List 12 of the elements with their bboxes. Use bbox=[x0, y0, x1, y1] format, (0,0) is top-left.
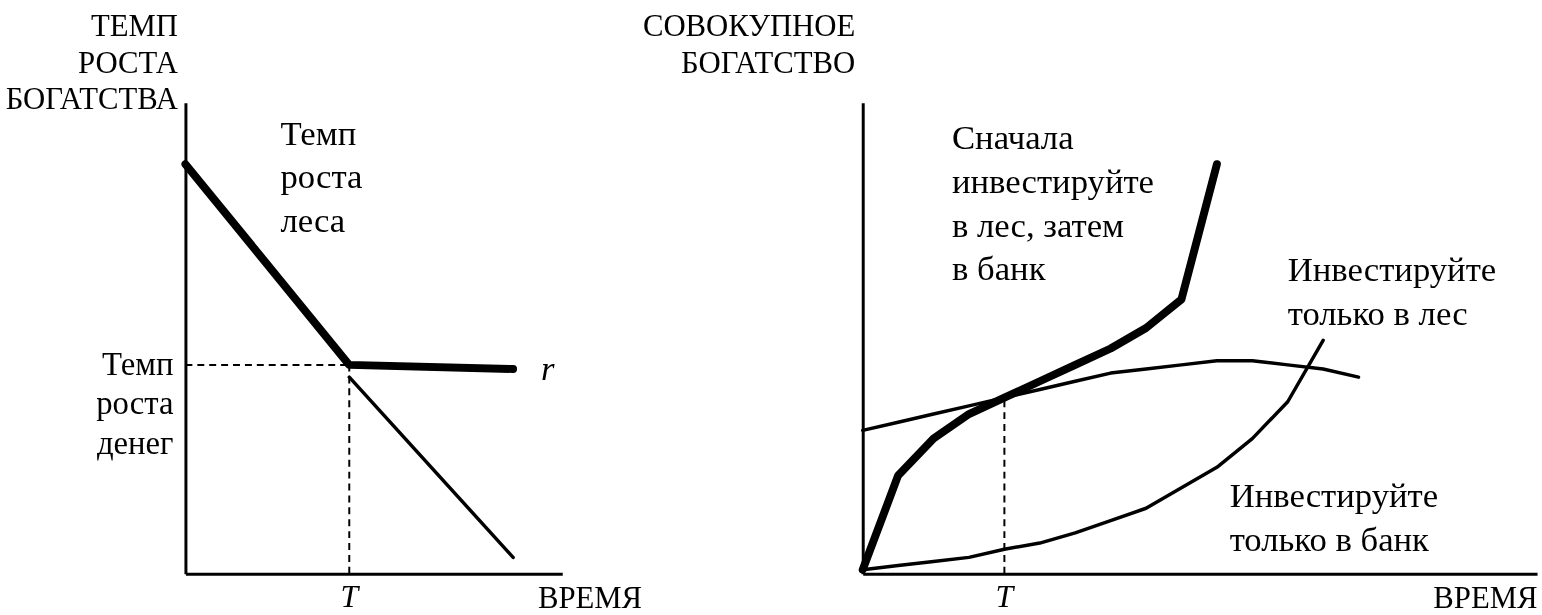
annotation: Темп роста леса bbox=[280, 113, 363, 240]
annotation: Сначала инвестируйте в лес, затем в банк bbox=[951, 118, 1155, 289]
x-axis-title: ВРЕМЯ bbox=[537, 580, 643, 615]
y-axis-title: СОВОКУПНОЕ БОГАТСТВО bbox=[642, 8, 856, 80]
y-axis-title: ТЕМП РОСТА БОГАТСТВА bbox=[5, 8, 178, 117]
annotation: Инвестируйте только в банк bbox=[1229, 476, 1439, 559]
annotation: Инвестируйте только в лес bbox=[1287, 250, 1497, 333]
ref-line-label: Темп роста денег bbox=[96, 345, 175, 462]
text: T bbox=[995, 578, 1014, 614]
text: T bbox=[340, 578, 359, 614]
x-axis-title: ВРЕМЯ bbox=[1433, 580, 1538, 615]
annotation: r bbox=[540, 348, 555, 388]
